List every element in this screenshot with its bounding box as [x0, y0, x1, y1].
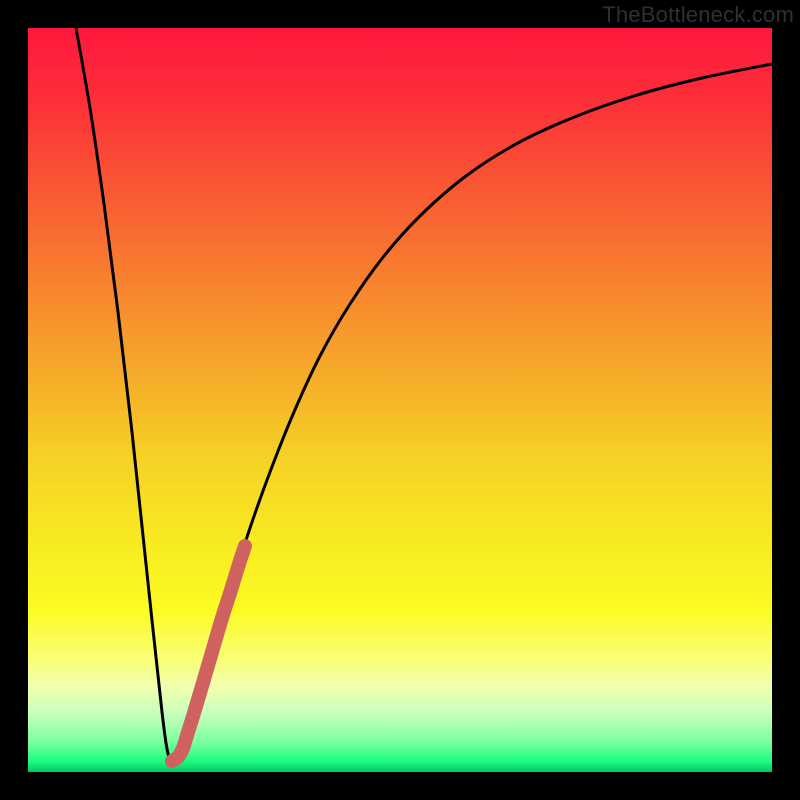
bottleneck-curve	[76, 28, 772, 762]
highlight-segment	[172, 546, 245, 761]
chart-container: TheBottleneck.com	[0, 0, 800, 800]
watermark-label: TheBottleneck.com	[602, 2, 794, 28]
plot-area	[28, 28, 772, 772]
curve-layer	[28, 28, 772, 772]
